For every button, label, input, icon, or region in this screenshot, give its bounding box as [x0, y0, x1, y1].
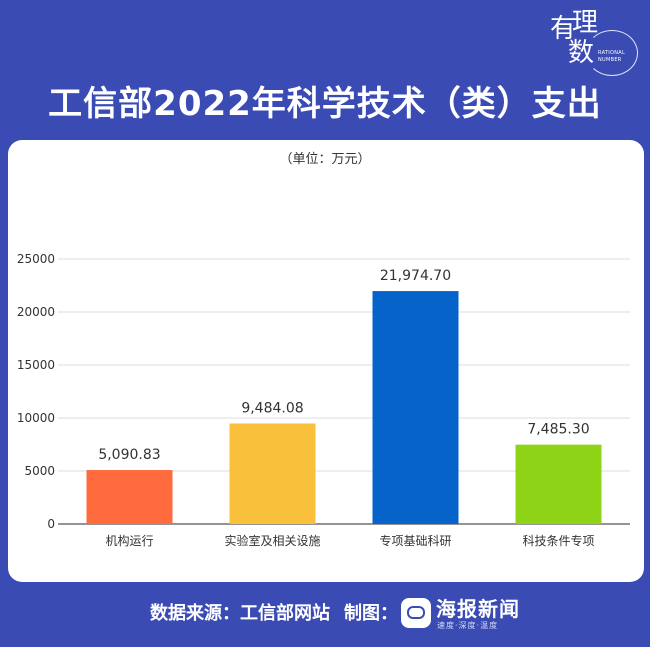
y-tick-label: 25000 — [17, 252, 55, 266]
page-title: 工信部2022年科学技术（类）支出 — [48, 84, 602, 124]
logo-char-3: 数 — [568, 38, 595, 68]
y-tick-label: 10000 — [17, 411, 55, 425]
unit-label: （单位：万元） — [279, 152, 371, 167]
y-tick-label: 0 — [47, 517, 55, 531]
bar — [372, 291, 459, 524]
label-layer: 0 5000 10000 15000 20000 25000 5,090.83 机构运行 9,4… — [17, 252, 595, 548]
x-tick-label: 科技条件专项 — [522, 533, 594, 548]
bar — [229, 423, 316, 524]
data-label: 5,090.83 — [98, 447, 160, 463]
y-tick-label: 5000 — [24, 464, 55, 478]
logo-char-1: 有 — [550, 14, 577, 44]
x-tick-label: 实验室及相关设施 — [224, 533, 320, 548]
data-label: 9,484.08 — [241, 400, 303, 416]
footer: 数据来源：工信部网站 制图： 海报新闻 速度·深度·温度 — [0, 594, 650, 634]
logo-char-2: 理 — [572, 8, 599, 38]
x-tick-label: 专项基础科研 — [379, 533, 451, 548]
logo-english-line-1: RATIONAL — [598, 50, 626, 56]
bar-layer — [86, 291, 602, 524]
logo-english-line-2: NUMBER — [598, 57, 622, 63]
bar — [86, 470, 173, 524]
bar — [515, 444, 602, 524]
data-source: 数据来源：工信部网站 — [150, 603, 330, 624]
data-label: 7,485.30 — [527, 422, 589, 438]
y-tick-label: 20000 — [17, 305, 55, 319]
logo-ring — [586, 30, 638, 76]
x-tick-label: 机构运行 — [105, 533, 153, 548]
data-label: 21,974.70 — [380, 268, 451, 284]
brand-slogan: 速度·深度·温度 — [437, 621, 499, 630]
logo-english: RATIONAL NUMBER — [598, 50, 625, 64]
haibao-logo-icon — [401, 598, 431, 628]
rational-number-logo: 有 理 数 RATIONAL NUMBER — [548, 10, 640, 76]
brand-name: 海报新闻 — [436, 597, 520, 621]
y-tick-label: 15000 — [17, 358, 55, 372]
maker-label: 制图： — [344, 603, 398, 624]
